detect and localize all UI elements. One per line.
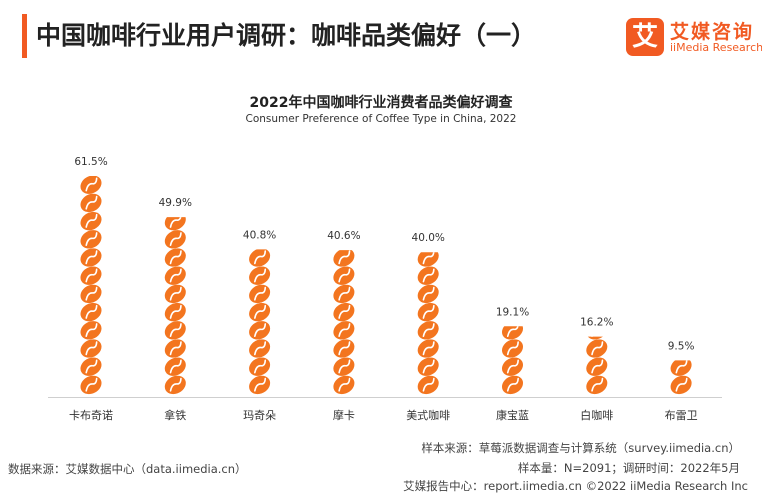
- coffee-bean-icon: [586, 339, 608, 358]
- bar-美式咖啡: 40.0% 美式咖啡: [406, 232, 450, 422]
- coffee-bean-icon: [586, 375, 608, 395]
- coffee-bean-icon: [333, 266, 355, 285]
- coffee-bean-icon: [164, 266, 186, 285]
- coffee-bean-icon: [501, 357, 524, 376]
- coffee-bean-icon: [80, 266, 102, 285]
- coffee-bean-icon: [164, 357, 186, 376]
- bar-布雷卫: 9.5% 布雷卫: [665, 340, 698, 422]
- value-label: 40.6%: [327, 230, 360, 242]
- coffee-bean-icon: [501, 375, 524, 395]
- coffee-bean-icon: [586, 357, 608, 376]
- bar-康宝蓝: 19.1% 康宝蓝: [496, 306, 529, 422]
- coffee-bean-icon: [80, 339, 102, 358]
- coffee-bean-icon: [249, 357, 271, 376]
- coffee-bean-icon: [333, 302, 355, 322]
- coffee-bean-icon: [417, 266, 439, 285]
- coffee-bean-icon: [501, 339, 524, 358]
- category-label: 拿铁: [164, 408, 186, 422]
- logo-text-en: iiMedia Research: [670, 41, 762, 54]
- coffee-bean-icon: [80, 302, 102, 322]
- coffee-bean-icon: [333, 339, 355, 358]
- value-label: 40.0%: [412, 232, 445, 244]
- category-label: 卡布奇诺: [69, 409, 113, 422]
- coffee-bean-icon: [670, 375, 692, 395]
- coffee-bean-icon: [80, 211, 102, 231]
- bar-拿铁: 49.9% 拿铁: [159, 197, 192, 422]
- coffee-bean-icon: [417, 339, 439, 358]
- copyright-line: 艾媒报告中心：report.iimedia.cn ©2022 iiMedia R…: [403, 479, 748, 493]
- sample-source: 样本来源：草莓派数据调查与计算系统（survey.iimedia.cn）: [421, 441, 740, 455]
- coffee-bean-icon: [249, 266, 271, 285]
- coffee-bean-icon: [164, 248, 186, 267]
- coffee-bean-icon: [417, 375, 439, 395]
- coffee-bean-icon: [501, 326, 524, 340]
- coffee-bean-icon: [333, 357, 355, 376]
- category-label: 康宝蓝: [496, 408, 529, 422]
- coffee-bean-icon: [249, 249, 271, 267]
- coffee-bean-icon: [333, 284, 355, 304]
- value-label: 61.5%: [74, 156, 107, 168]
- category-label: 白咖啡: [580, 408, 613, 422]
- category-label: 布雷卫: [665, 409, 698, 422]
- coffee-bean-icon: [80, 284, 102, 304]
- chart-subtitle: Consumer Preference of Coffee Type in Ch…: [245, 113, 517, 125]
- coffee-bean-icon: [333, 321, 355, 340]
- coffee-bean-icon: [417, 321, 439, 340]
- coffee-bean-icon: [249, 375, 271, 395]
- coffee-bean-icon: [670, 360, 692, 376]
- coffee-bean-icon: [333, 375, 355, 395]
- bar-玛奇朵: 40.8% 玛奇朵: [243, 229, 276, 422]
- coffee-bean-icon: [333, 250, 355, 267]
- brand-logo: 艾 艾媒咨询 iiMedia Research: [626, 18, 762, 62]
- coffee-bean-icon: [80, 248, 102, 267]
- coffee-bean-icon: [164, 339, 186, 358]
- logo-text-cn: 艾媒咨询: [670, 21, 755, 43]
- coffee-bean-icon: [80, 321, 102, 340]
- coffee-bean-icon: [80, 375, 102, 395]
- coffee-bean-icon: [417, 357, 439, 376]
- coffee-bean-icon: [417, 284, 439, 304]
- coffee-bean-icon: [249, 302, 271, 322]
- coffee-bean-icon: [80, 193, 102, 213]
- coffee-bean-icon: [164, 321, 186, 340]
- title-accent-bar: [22, 14, 27, 58]
- data-source: 数据来源：艾媒数据中心（data.iimedia.cn）: [8, 462, 247, 476]
- coffee-bean-icon: [80, 357, 102, 376]
- coffee-bean-icon: [249, 339, 271, 358]
- coffee-bean-icon: [80, 230, 102, 249]
- sample-size: 样本量：N=2091；调研时间：2022年5月: [517, 461, 740, 475]
- logo-mark-icon: 艾: [626, 18, 664, 56]
- value-label: 49.9%: [159, 197, 192, 209]
- coffee-bean-icon: [249, 321, 271, 340]
- chart-title: 2022年中国咖啡行业消费者品类偏好调查: [249, 95, 513, 111]
- category-label: 玛奇朵: [243, 409, 276, 422]
- coffee-bean-icon: [417, 302, 439, 322]
- category-label: 美式咖啡: [406, 408, 450, 422]
- bar-摩卡: 40.6% 摩卡: [327, 230, 360, 422]
- value-label: 9.5%: [668, 340, 695, 352]
- bar-白咖啡: 16.2% 白咖啡: [580, 317, 613, 422]
- coffee-bean-icon: [417, 252, 439, 267]
- value-label: 19.1%: [496, 306, 529, 318]
- coffee-bean-icon: [164, 230, 186, 249]
- coffee-bean-icon: [249, 284, 271, 304]
- coffee-bean-icon: [164, 375, 186, 395]
- page-title: 中国咖啡行业用户调研：咖啡品类偏好（一）: [36, 21, 537, 50]
- coffee-bean-icon: [164, 217, 186, 231]
- category-label: 摩卡: [333, 408, 355, 422]
- coffee-bean-icon: [80, 176, 102, 194]
- bar-卡布奇诺: 61.5% 卡布奇诺: [69, 156, 113, 422]
- coffee-bean-icon: [164, 284, 186, 304]
- value-label: 40.8%: [243, 229, 276, 241]
- coffee-bean-icon: [164, 302, 186, 322]
- value-label: 16.2%: [580, 317, 613, 329]
